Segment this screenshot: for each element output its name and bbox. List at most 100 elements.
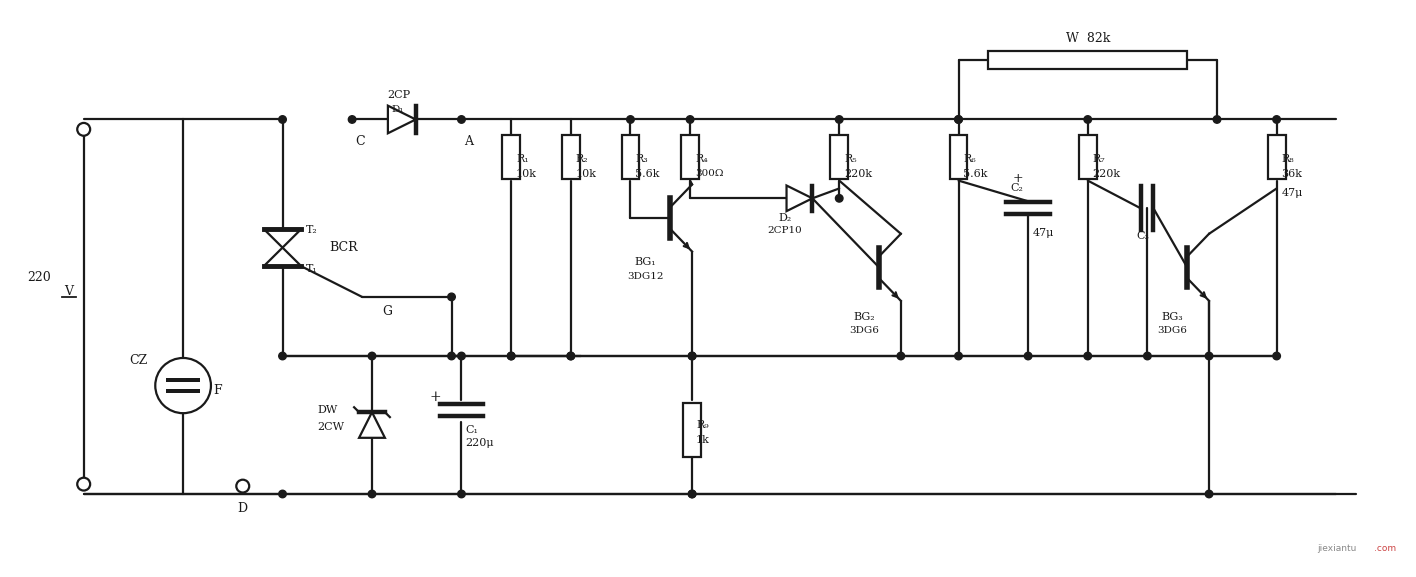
Circle shape	[1273, 116, 1280, 123]
Circle shape	[566, 353, 575, 359]
Bar	[562, 135, 579, 179]
Text: R₄: R₄	[695, 154, 708, 164]
Circle shape	[1144, 353, 1151, 359]
Polygon shape	[360, 412, 385, 438]
Circle shape	[1205, 490, 1214, 498]
Circle shape	[627, 116, 634, 123]
Text: F: F	[212, 384, 221, 397]
Circle shape	[566, 353, 575, 359]
Circle shape	[457, 353, 466, 359]
Circle shape	[688, 490, 695, 498]
Bar	[503, 135, 520, 179]
Circle shape	[1273, 353, 1280, 359]
Circle shape	[236, 479, 249, 493]
Circle shape	[1024, 353, 1032, 359]
Text: 3DG6: 3DG6	[850, 326, 879, 335]
Circle shape	[156, 358, 211, 413]
Circle shape	[279, 490, 286, 498]
Text: G: G	[382, 305, 392, 318]
Text: A: A	[464, 134, 473, 148]
Circle shape	[368, 353, 375, 359]
Circle shape	[368, 490, 375, 498]
Circle shape	[1085, 116, 1092, 123]
Circle shape	[688, 353, 695, 359]
Text: +: +	[1012, 172, 1024, 185]
Text: DW: DW	[317, 405, 337, 415]
Text: 2CW: 2CW	[317, 422, 344, 432]
Text: 2CP10: 2CP10	[767, 226, 801, 235]
Circle shape	[457, 116, 466, 123]
Circle shape	[447, 353, 456, 359]
Text: R₁: R₁	[517, 154, 528, 164]
Text: 2CP: 2CP	[387, 90, 411, 100]
Text: C: C	[355, 134, 365, 148]
Text: 5.6k: 5.6k	[636, 168, 660, 179]
Text: BCR: BCR	[330, 241, 358, 254]
Bar	[681, 135, 700, 179]
Text: 1k: 1k	[697, 435, 709, 445]
Polygon shape	[786, 186, 813, 211]
Text: D: D	[238, 502, 248, 515]
Circle shape	[688, 490, 695, 498]
Text: W  82k: W 82k	[1066, 32, 1110, 45]
Text: C₂: C₂	[1010, 183, 1024, 193]
Polygon shape	[388, 106, 416, 133]
Text: .com: .com	[1374, 544, 1396, 553]
Bar	[830, 135, 848, 179]
Circle shape	[954, 116, 963, 123]
Circle shape	[1085, 353, 1092, 359]
Text: R₂: R₂	[576, 154, 589, 164]
Bar	[1079, 135, 1097, 179]
Circle shape	[447, 293, 456, 301]
Text: C₁: C₁	[466, 425, 479, 435]
Text: +: +	[429, 391, 442, 404]
Bar	[622, 135, 640, 179]
Text: 47μ: 47μ	[1034, 228, 1055, 238]
Text: T₂: T₂	[306, 225, 317, 235]
Bar	[988, 51, 1187, 69]
Text: 5.6k: 5.6k	[963, 168, 988, 179]
Circle shape	[78, 478, 91, 490]
Text: 220μ: 220μ	[466, 438, 494, 448]
Text: D₂: D₂	[777, 213, 792, 223]
Text: R₅: R₅	[844, 154, 857, 164]
Circle shape	[835, 116, 843, 123]
Text: D₁: D₁	[392, 105, 404, 114]
Text: 220k: 220k	[1093, 168, 1121, 179]
Bar	[683, 403, 701, 457]
Text: R₉: R₉	[697, 420, 708, 430]
Circle shape	[954, 116, 963, 123]
Circle shape	[279, 116, 286, 123]
Circle shape	[348, 116, 355, 123]
Circle shape	[687, 116, 694, 123]
Text: CZ: CZ	[129, 354, 147, 368]
Circle shape	[898, 353, 905, 359]
Circle shape	[78, 123, 91, 136]
Text: BG₂: BG₂	[854, 312, 875, 321]
Text: R₆: R₆	[963, 154, 976, 164]
Text: 220: 220	[27, 271, 51, 284]
Text: BG₁: BG₁	[634, 257, 656, 267]
Circle shape	[1214, 116, 1221, 123]
Text: V: V	[64, 286, 72, 298]
Text: 300Ω: 300Ω	[695, 169, 724, 178]
Circle shape	[457, 490, 466, 498]
Text: 10k: 10k	[517, 168, 537, 179]
Text: 10k: 10k	[576, 168, 596, 179]
Text: jiexiantu: jiexiantu	[1317, 544, 1357, 553]
Text: BG₃: BG₃	[1161, 312, 1184, 321]
Circle shape	[279, 353, 286, 359]
Text: R₇: R₇	[1093, 154, 1106, 164]
Circle shape	[688, 353, 695, 359]
Bar	[950, 135, 967, 179]
Text: 220k: 220k	[844, 168, 872, 179]
Text: 3DG6: 3DG6	[1157, 326, 1187, 335]
Circle shape	[954, 353, 963, 359]
Text: 3DG12: 3DG12	[627, 272, 664, 280]
Circle shape	[507, 353, 515, 359]
Polygon shape	[263, 229, 302, 248]
Bar	[1267, 135, 1286, 179]
Text: T₁: T₁	[306, 264, 317, 274]
Text: C₃: C₃	[1136, 231, 1148, 241]
Circle shape	[507, 353, 515, 359]
